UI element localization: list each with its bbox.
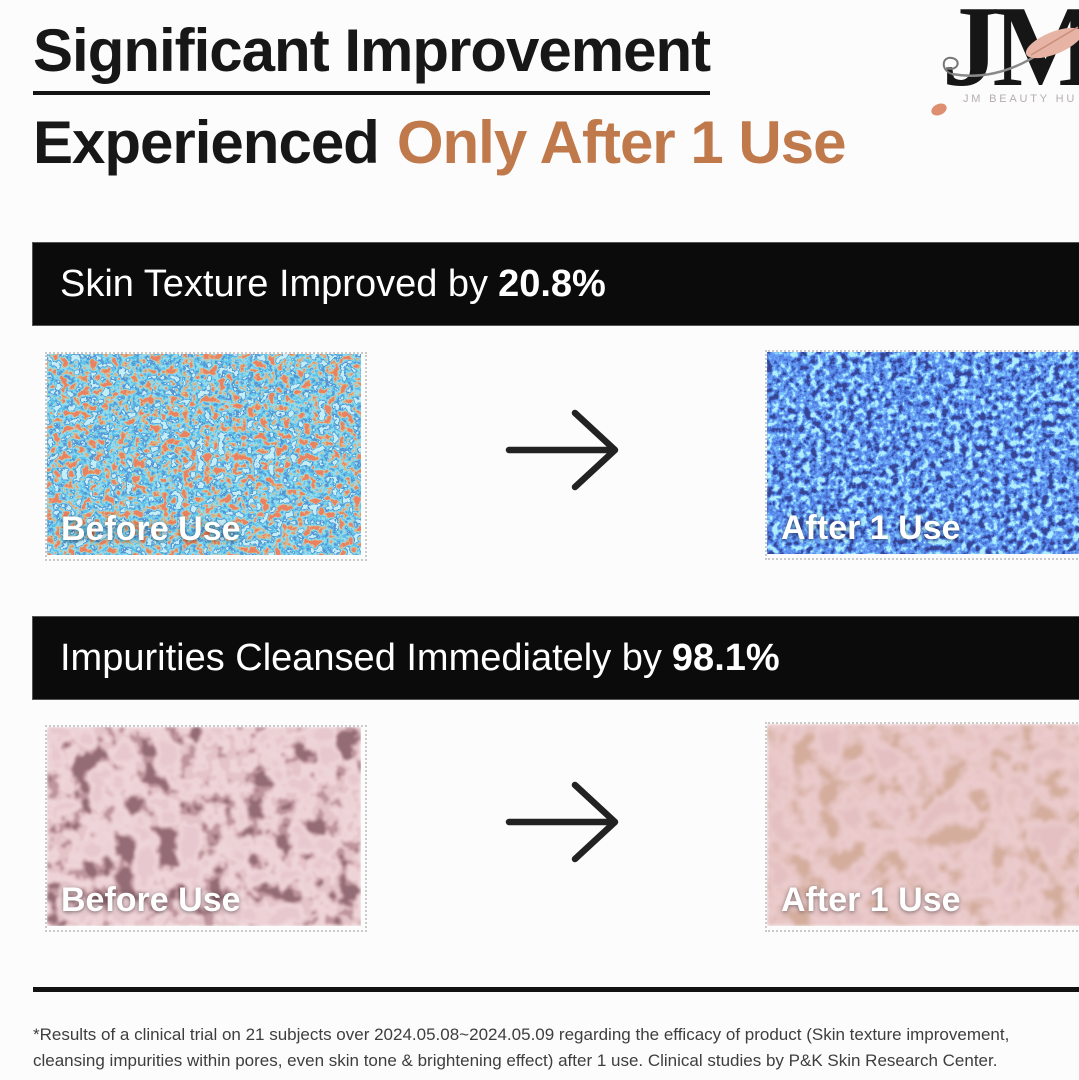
clinical-disclaimer-line2: cleansing impurities within pores, even … [33,1051,998,1070]
page-title-line1: Significant Improvement [33,16,711,95]
page-title-line2-accent: Only After 1 Use [396,109,847,176]
footer-divider [33,987,1079,992]
page-title-line2-prefix: Experienced [33,109,380,176]
arrow-right-icon [505,409,619,491]
after-image-skin-texture-heatmap: After 1 Use [765,350,1079,560]
clinical-disclaimer-line1: *Results of a clinical trial on 21 subje… [33,1025,1010,1044]
before-image-skin-texture-heatmap: Before Use [45,352,367,561]
stat-banner-text: Impurities Cleansed Immediately by [60,636,662,679]
after-use-label: After 1 Use [781,881,961,919]
before-use-label: Before Use [61,510,241,548]
after-use-label: After 1 Use [781,509,961,547]
feather-brush-icon [942,26,1079,77]
stat-banner-value: 98.1% [671,636,780,679]
after-image-pores-photo: After 1 Use [765,722,1079,932]
stat-banner-value: 20.8% [498,262,606,305]
brand-logo-monogram: JM [942,0,1079,110]
stat-banner-text: Skin Texture Improved by [60,262,489,305]
brand-logo-subtext: JM BEAUTY HU [963,93,1078,105]
arrow-right-icon [505,781,619,863]
page-title-line2: Experienced Only After 1 Use [33,108,847,177]
before-use-label: Before Use [61,881,241,919]
stat-banner-skin-texture: Skin Texture Improved by 20.8% [33,243,1079,325]
clinical-disclaimer: *Results of a clinical trial on 21 subje… [33,1022,1009,1074]
stat-banner-impurities: Impurities Cleansed Immediately by 98.1% [33,617,1079,699]
before-image-pores-photo: Before Use [45,725,367,932]
